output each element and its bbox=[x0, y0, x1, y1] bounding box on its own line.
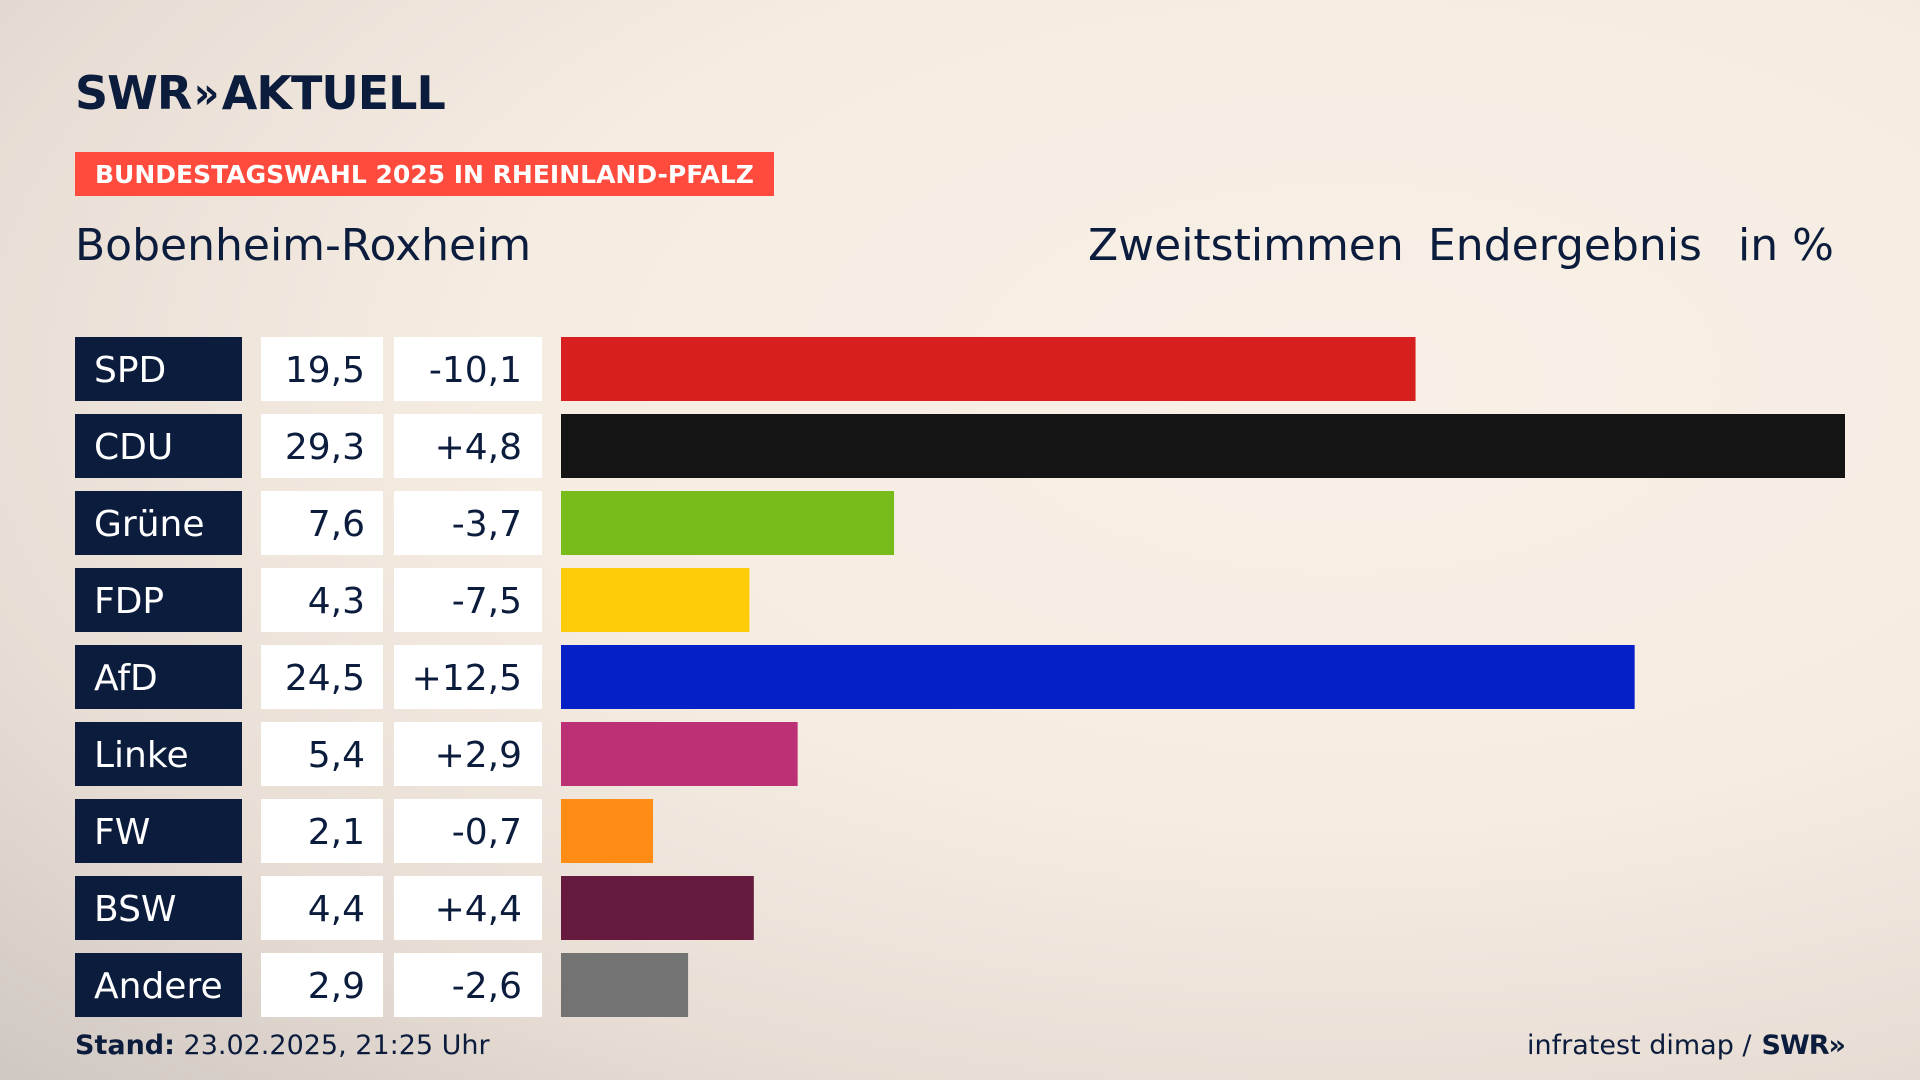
stand-label: Stand: bbox=[75, 1030, 175, 1061]
place-title: Bobenheim-Roxheim bbox=[75, 220, 532, 271]
party-label-spd: SPD bbox=[94, 350, 166, 391]
change-label-grne: -3,7 bbox=[452, 504, 522, 545]
value-box-spd bbox=[261, 337, 383, 401]
party-label-box-spd bbox=[75, 337, 242, 401]
value-box-afd bbox=[261, 645, 383, 709]
source-credit: infratest dimap / SWR» bbox=[1527, 1030, 1846, 1061]
value-box-fw bbox=[261, 799, 383, 863]
bar-grne bbox=[561, 491, 895, 555]
change-label-andere: -2,6 bbox=[452, 966, 522, 1007]
value-box-cdu bbox=[261, 414, 383, 478]
bar-linke bbox=[561, 722, 798, 786]
bar-andere bbox=[561, 953, 689, 1017]
bar-fw bbox=[561, 799, 654, 863]
swr-mini-logo: SWR» bbox=[1761, 1030, 1846, 1061]
change-box-spd bbox=[394, 337, 542, 401]
value-label-linke: 5,4 bbox=[308, 735, 365, 776]
party-label-box-linke bbox=[75, 722, 242, 786]
value-box-bsw bbox=[261, 876, 383, 940]
change-label-cdu: +4,8 bbox=[435, 427, 522, 468]
value-box-linke bbox=[261, 722, 383, 786]
value-box-fdp bbox=[261, 568, 383, 632]
party-label-afd: AfD bbox=[94, 658, 158, 699]
change-box-fdp bbox=[394, 568, 542, 632]
unit-label: in % bbox=[1738, 220, 1834, 271]
bar-afd bbox=[561, 645, 1635, 709]
party-label-fdp: FDP bbox=[94, 581, 164, 622]
change-box-fw bbox=[394, 799, 542, 863]
timestamp: Stand: 23.02.2025, 21:25 Uhr bbox=[75, 1030, 490, 1061]
source-text: infratest dimap / bbox=[1527, 1030, 1752, 1061]
value-label-spd: 19,5 bbox=[285, 350, 365, 391]
result-type-label: Endergebnis bbox=[1428, 220, 1702, 271]
bar-bsw bbox=[561, 876, 754, 940]
party-label-linke: Linke bbox=[94, 735, 189, 776]
change-box-cdu bbox=[394, 414, 542, 478]
change-label-bsw: +4,4 bbox=[435, 889, 522, 930]
party-label-box-andere bbox=[75, 953, 242, 1017]
change-label-spd: -10,1 bbox=[429, 350, 522, 391]
value-label-andere: 2,9 bbox=[308, 966, 365, 1007]
value-label-grne: 7,6 bbox=[308, 504, 365, 545]
vote-type-label: Zweitstimmen bbox=[1088, 220, 1404, 271]
stand-value: 23.02.2025, 21:25 Uhr bbox=[183, 1030, 490, 1061]
change-label-linke: +2,9 bbox=[435, 735, 522, 776]
value-label-fdp: 4,3 bbox=[308, 581, 365, 622]
party-label-box-fdp bbox=[75, 568, 242, 632]
change-label-fdp: -7,5 bbox=[452, 581, 522, 622]
swr-aktuell-logo: SWR » AKTUELL bbox=[75, 66, 446, 120]
bar-fdp bbox=[561, 568, 750, 632]
party-label-grne: Grüne bbox=[94, 504, 204, 545]
bar-cdu bbox=[561, 414, 1845, 478]
change-box-bsw bbox=[394, 876, 542, 940]
value-box-andere bbox=[261, 953, 383, 1017]
change-label-fw: -0,7 bbox=[452, 812, 522, 853]
party-label-andere: Andere bbox=[94, 966, 223, 1007]
value-label-fw: 2,1 bbox=[308, 812, 365, 853]
change-box-afd bbox=[394, 645, 542, 709]
change-box-grne bbox=[394, 491, 542, 555]
party-label-box-cdu bbox=[75, 414, 242, 478]
party-label-bsw: BSW bbox=[94, 889, 177, 930]
party-label-box-bsw bbox=[75, 876, 242, 940]
value-label-cdu: 29,3 bbox=[285, 427, 365, 468]
change-label-afd: +12,5 bbox=[412, 658, 522, 699]
logo-suffix: AKTUELL bbox=[221, 66, 446, 120]
party-label-fw: FW bbox=[94, 812, 150, 853]
election-badge: BUNDESTAGSWAHL 2025 IN RHEINLAND-PFALZ bbox=[75, 152, 774, 196]
party-label-box-grne bbox=[75, 491, 242, 555]
party-label-box-fw bbox=[75, 799, 242, 863]
change-box-linke bbox=[394, 722, 542, 786]
bar-spd bbox=[561, 337, 1416, 401]
party-label-box-afd bbox=[75, 645, 242, 709]
change-box-andere bbox=[394, 953, 542, 1017]
party-label-cdu: CDU bbox=[94, 427, 173, 468]
value-label-bsw: 4,4 bbox=[308, 889, 365, 930]
value-label-afd: 24,5 bbox=[285, 658, 365, 699]
value-box-grne bbox=[261, 491, 383, 555]
logo-word: SWR bbox=[75, 66, 192, 120]
